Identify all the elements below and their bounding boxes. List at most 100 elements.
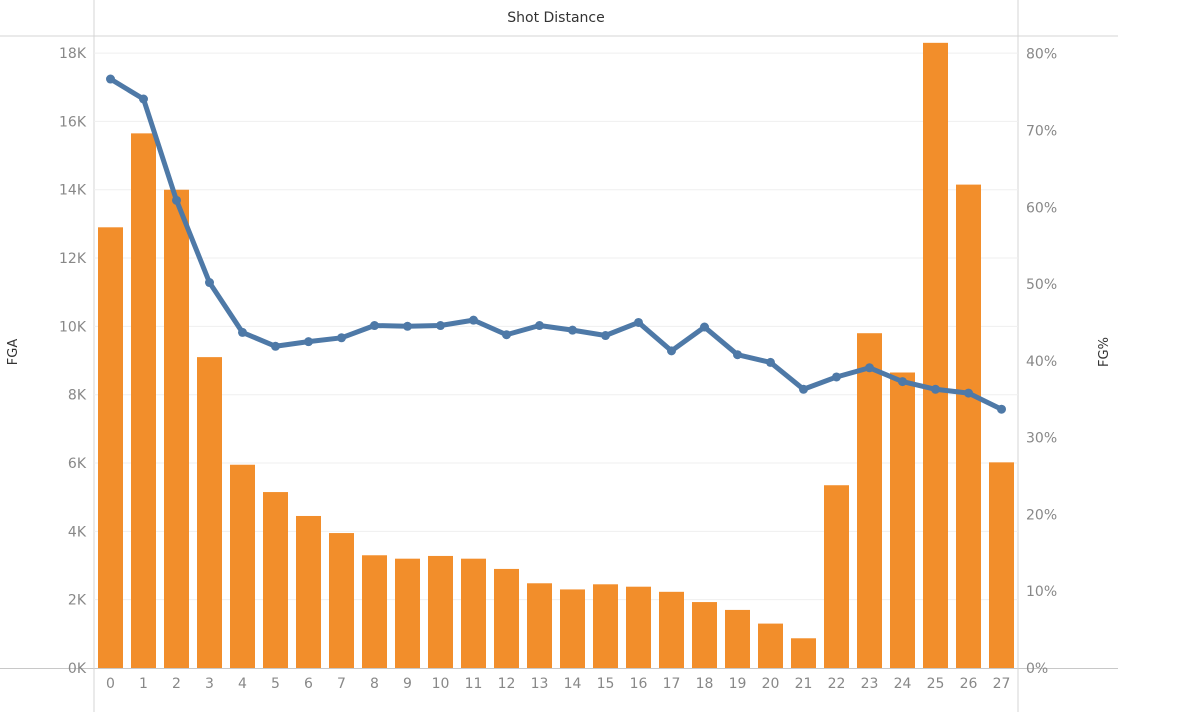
point-fg-11 <box>469 315 478 325</box>
fg-percent-line <box>108 76 1004 412</box>
x-tick-label: 11 <box>465 676 483 692</box>
bar-fga-3 <box>197 357 222 668</box>
x-tick-label: 7 <box>337 676 346 692</box>
bar-fga-12 <box>494 568 519 668</box>
x-tick-label: 2 <box>172 676 181 692</box>
y2-axis-title: FG% <box>1097 337 1112 367</box>
point-fg-5 <box>271 341 280 351</box>
bar-fga-4 <box>230 464 255 668</box>
y2-tick-label: 50% <box>1026 277 1057 293</box>
point-fg-8 <box>370 321 379 331</box>
point-fg-16 <box>634 317 643 327</box>
x-tick-label: 9 <box>403 676 412 692</box>
x-tick-label: 22 <box>828 676 846 692</box>
point-fg-12 <box>502 330 511 340</box>
bar-fga-1 <box>131 133 156 668</box>
bar-fga-27 <box>989 462 1014 668</box>
x-tick-label: 21 <box>795 676 813 692</box>
bar-fga-19 <box>725 609 750 668</box>
point-fg-21 <box>799 384 808 394</box>
point-fg-15 <box>601 331 610 341</box>
bar-fga-18 <box>692 602 717 668</box>
x-tick-label: 19 <box>729 676 747 692</box>
x-tick-label: 18 <box>696 676 714 692</box>
point-fg-2 <box>172 195 181 205</box>
x-tick-label: 10 <box>432 676 450 692</box>
y2-tick-label: 0% <box>1026 661 1048 677</box>
bar-fga-20 <box>758 623 783 668</box>
point-fg-6 <box>304 337 313 347</box>
bar-fga-6 <box>296 515 321 668</box>
y-tick-label: 6K <box>68 456 87 472</box>
bar-fga-14 <box>560 589 585 668</box>
y-tick-label: 12K <box>59 251 87 267</box>
bar-fga-16 <box>626 586 651 668</box>
y-tick-label: 16K <box>59 114 87 130</box>
bar-fga-9 <box>395 558 420 668</box>
y-axis-title: FGA <box>6 339 21 366</box>
y-tick-label: 14K <box>59 183 87 199</box>
y-tick-label: 10K <box>59 319 87 335</box>
x-tick-label: 16 <box>630 676 648 692</box>
y2-tick-label: 10% <box>1026 584 1057 600</box>
x-tick-label: 8 <box>370 676 379 692</box>
point-fg-0 <box>106 74 115 84</box>
y-tick-label: 2K <box>68 593 87 609</box>
bar-fga-11 <box>461 558 486 668</box>
bar-fga-17 <box>659 591 684 668</box>
y-tick-label: 4K <box>68 524 87 540</box>
point-fg-27 <box>997 404 1006 414</box>
bar-fga-10 <box>428 555 453 668</box>
x-tick-label: 26 <box>960 676 978 692</box>
x-tick-label: 17 <box>663 676 681 692</box>
y2-tick-label: 40% <box>1026 354 1057 370</box>
x-tick-label: 25 <box>927 676 945 692</box>
point-fg-22 <box>832 372 841 382</box>
bar-fga-0 <box>98 227 123 668</box>
bar-fga-24 <box>890 372 915 668</box>
point-fg-9 <box>403 321 412 331</box>
y2-tick-label: 70% <box>1026 123 1057 139</box>
chart-title: Shot Distance <box>507 10 604 26</box>
point-fg-18 <box>700 322 709 332</box>
point-fg-19 <box>733 350 742 360</box>
point-fg-25 <box>931 384 940 394</box>
x-tick-label: 13 <box>531 676 549 692</box>
x-tick-label: 6 <box>304 676 313 692</box>
point-fg-7 <box>337 333 346 343</box>
x-tick-label: 1 <box>139 676 148 692</box>
bar-fga-23 <box>857 333 882 668</box>
point-fg-1 <box>139 94 148 104</box>
y-tick-label: 0K <box>68 661 87 677</box>
y-tick-label: 18K <box>59 46 87 62</box>
x-tick-label: 12 <box>498 676 516 692</box>
x-tick-label: 4 <box>238 676 247 692</box>
bar-fga-26 <box>956 184 981 668</box>
bar-fga-15 <box>593 584 618 668</box>
bar-fga-5 <box>263 492 288 668</box>
bar-fga-7 <box>329 533 354 668</box>
bar-fga-22 <box>824 485 849 668</box>
y2-tick-label: 80% <box>1026 47 1057 63</box>
bar-fga-21 <box>791 638 816 668</box>
x-tick-label: 3 <box>205 676 214 692</box>
x-tick-label: 14 <box>564 676 582 692</box>
point-fg-24 <box>898 377 907 387</box>
x-tick-label: 27 <box>993 676 1011 692</box>
x-tick-label: 23 <box>861 676 879 692</box>
point-fg-14 <box>568 325 577 335</box>
bar-fga-13 <box>527 583 552 668</box>
y2-tick-label: 20% <box>1026 507 1057 523</box>
y2-tick-label: 60% <box>1026 200 1057 216</box>
point-fg-10 <box>436 321 445 331</box>
bar-fga-8 <box>362 555 387 668</box>
x-tick-label: 20 <box>762 676 780 692</box>
x-tick-label: 24 <box>894 676 912 692</box>
y2-tick-label: 30% <box>1026 431 1057 447</box>
bar-fga-25 <box>923 42 948 668</box>
x-tick-label: 15 <box>597 676 615 692</box>
point-fg-17 <box>667 346 676 356</box>
point-fg-23 <box>865 363 874 373</box>
bar-fga-2 <box>164 189 189 668</box>
